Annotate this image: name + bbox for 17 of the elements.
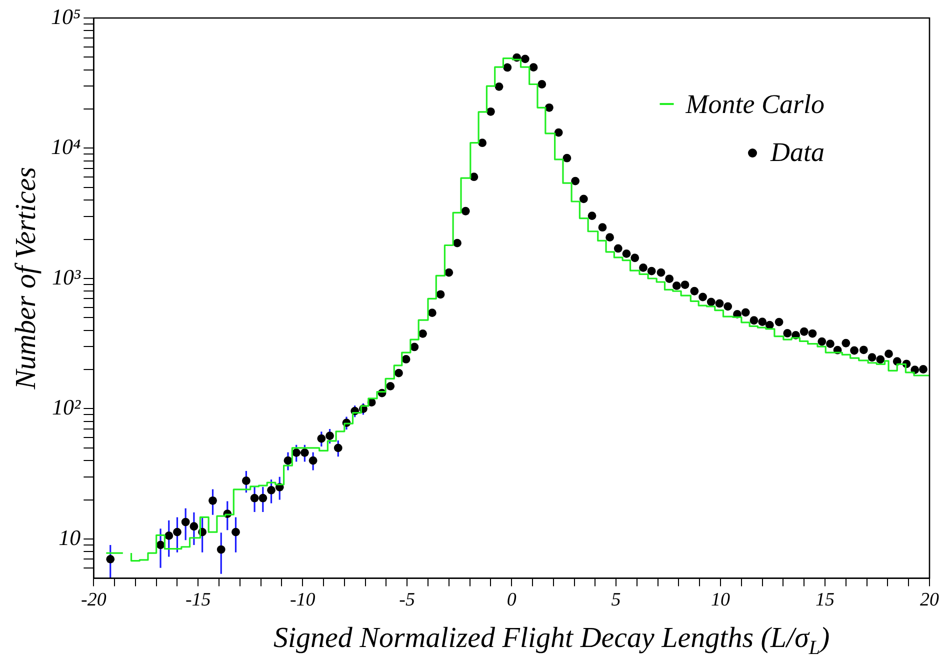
x-tick-label: 20 [920, 590, 940, 611]
x-tick-label: -5 [399, 590, 416, 611]
x-tick-label: -20 [80, 590, 107, 611]
x-tick-label: 0 [506, 590, 517, 611]
y-tick-label: 10 [58, 524, 81, 550]
y-tick-label: 10⁵ [50, 4, 81, 29]
y-axis-title: Number of Vertices [10, 166, 42, 390]
y-tick-label: 10⁴ [50, 134, 81, 160]
x-tick-label: 15 [816, 590, 835, 611]
y-tick-label: 10³ [52, 264, 82, 290]
y-tick-label: 10² [52, 394, 82, 420]
x-tick-label: 10 [711, 590, 731, 611]
legend-label: Data [770, 137, 824, 167]
x-tick-label: -10 [290, 590, 316, 611]
x-tick-label: 5 [611, 590, 621, 611]
legend-label: Monte Carlo [684, 89, 825, 119]
x-tick-label: -15 [185, 590, 211, 611]
